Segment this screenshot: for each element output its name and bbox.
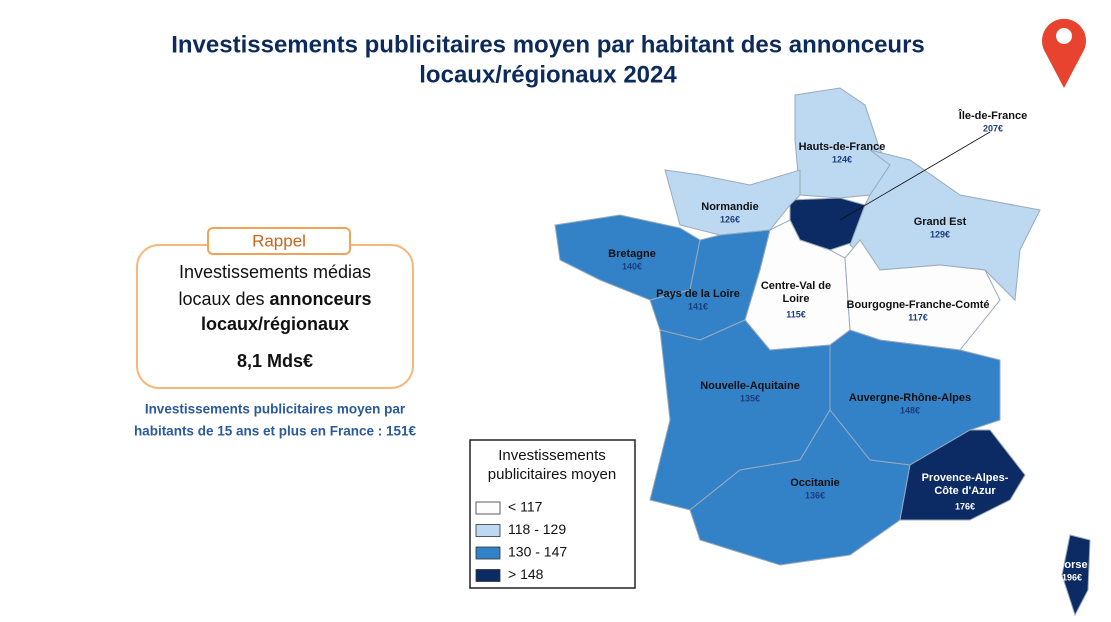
reminder-line: Investissements médias	[179, 262, 371, 282]
legend-swatch	[475, 569, 501, 582]
region-value: 126€	[720, 214, 740, 224]
region-name: Pays de la Loire	[656, 288, 740, 300]
region-name: Grand Est	[914, 216, 967, 228]
reminder-line: locaux des annonceurs	[178, 289, 371, 309]
region-name: Hauts-de-France	[799, 141, 886, 153]
region-name: Corse	[1056, 559, 1087, 571]
region-name-part: Centre-Val de	[761, 280, 831, 292]
region	[899, 429, 1026, 521]
title: Investissements publicitaires moyen par …	[171, 31, 925, 58]
region-value: 117€	[908, 312, 928, 322]
region-value: 124€	[832, 154, 852, 164]
reminder-tag	[207, 227, 351, 255]
region-value: 141€	[688, 301, 708, 311]
region-value: 129€	[930, 229, 950, 239]
region-value: 207€	[983, 123, 1003, 133]
region-value: 140€	[622, 261, 642, 271]
region-name: Île-de-France	[958, 109, 1027, 122]
region-value: 176€	[955, 501, 975, 511]
legend-title: Investissements	[498, 447, 606, 464]
legend-title: publicitaires moyen	[488, 466, 616, 483]
region-name: Normandie	[701, 201, 758, 213]
title: locaux/régionaux 2024	[419, 61, 677, 88]
note: Investissements publicitaires moyen par	[145, 402, 406, 417]
legend-label: 130 - 147	[508, 544, 567, 560]
legend-swatch	[475, 546, 501, 560]
pin-icon	[1042, 18, 1087, 88]
reminder-amount: 8,1 Mds€	[237, 351, 313, 371]
region-value: 136€	[805, 490, 825, 500]
region-name: Occitanie	[790, 477, 840, 489]
legend-swatch	[475, 501, 501, 515]
region-name-part: Provence-Alpes-	[922, 472, 1009, 484]
region	[664, 169, 801, 236]
region-name-part: Côte d'Azur	[934, 485, 996, 497]
region-name: Nouvelle-Aquitaine	[700, 380, 800, 392]
region-name: Centre-Val de Loire	[761, 280, 831, 305]
note: habitants de 15 ans et plus en France : …	[134, 424, 417, 439]
region-name: Provence-Alpes-Côte d'Azur	[922, 472, 1009, 497]
region	[1061, 534, 1091, 617]
region-name: Bourgogne-Franche-Comté	[847, 299, 990, 311]
plain: locaux des	[178, 289, 269, 309]
region-value: 135€	[740, 393, 760, 403]
legend-label: > 148	[508, 566, 544, 582]
region-name: Auvergne-Rhône-Alpes	[849, 392, 971, 404]
bold: annonceurs	[270, 289, 372, 309]
reminder-line: locaux/régionaux	[201, 314, 349, 334]
region-name: Bretagne	[608, 248, 656, 260]
region-value: 115€	[786, 309, 806, 319]
tag-text: Rappel	[252, 231, 306, 250]
region-name-part: Loire	[783, 293, 810, 305]
region-value: 196€	[1062, 572, 1082, 582]
region-value: 148€	[900, 405, 920, 415]
leader-line	[839, 131, 991, 221]
legend-label: 118 - 129	[508, 521, 566, 537]
legend-swatch	[475, 524, 501, 537]
legend-label: < 117	[508, 499, 543, 515]
